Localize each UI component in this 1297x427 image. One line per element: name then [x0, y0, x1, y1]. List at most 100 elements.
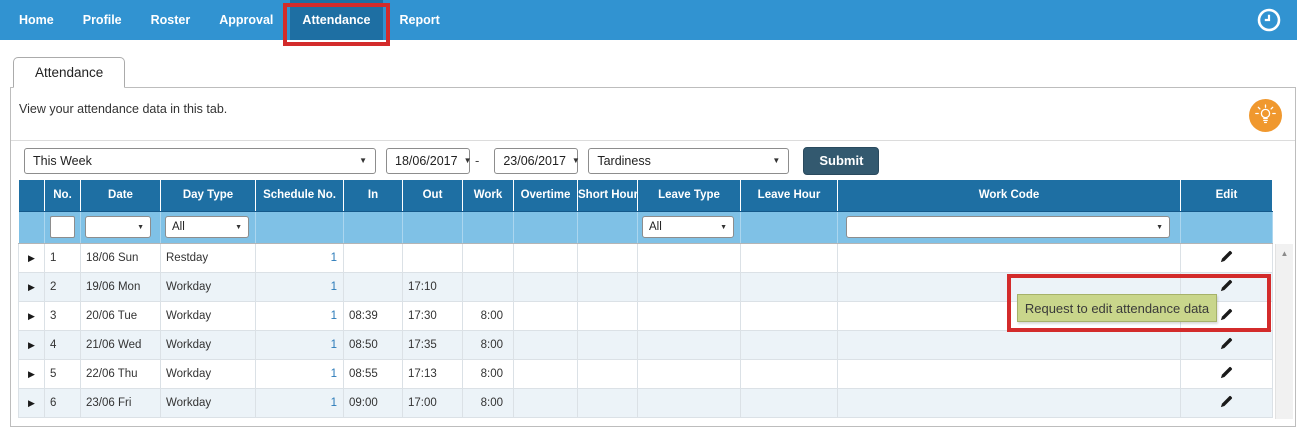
chevron-down-icon: ▼ — [720, 223, 727, 231]
cell-overtime — [513, 330, 578, 360]
cell-day-type: Workday — [160, 359, 256, 389]
tab-attendance[interactable]: Attendance — [13, 57, 126, 88]
work-code-filter-select[interactable]: ▼ — [846, 216, 1170, 238]
edit-pencil-icon[interactable] — [1219, 365, 1234, 380]
date-filter-select[interactable]: ▼ — [85, 216, 151, 238]
cell-day-type: Workday — [160, 272, 256, 302]
cell-date: 19/06 Mon — [80, 272, 161, 302]
cell-edit — [1180, 243, 1273, 273]
expand-arrow-icon[interactable]: ▶ — [28, 339, 35, 350]
cell-in: 08:39 — [343, 301, 403, 331]
cell-expand: ▶ — [18, 359, 45, 389]
clock-icon[interactable] — [1256, 7, 1282, 33]
vertical-scrollbar[interactable]: ▲ — [1275, 244, 1293, 419]
schedule-no-link[interactable]: 1 — [330, 280, 337, 293]
cell-leave-hour — [740, 301, 838, 331]
expand-arrow-icon[interactable]: ▶ — [28, 310, 35, 321]
attendance-table-wrap: No. Date Day Type Schedule No. In Out Wo… — [18, 180, 1273, 418]
col-header-leave-type: Leave Type — [637, 180, 741, 212]
schedule-no-link[interactable]: 1 — [330, 251, 337, 264]
chevron-down-icon: ▼ — [137, 223, 144, 231]
nav-item-profile[interactable]: Profile — [82, 13, 122, 27]
expand-arrow-icon[interactable]: ▶ — [28, 252, 35, 263]
cell-day-type: Restday — [160, 243, 256, 273]
category-select[interactable]: Tardiness ▼ — [588, 147, 790, 174]
schedule-no-link[interactable]: 1 — [330, 396, 337, 409]
chevron-down-icon: ▼ — [235, 223, 242, 231]
cell-leave-type — [637, 272, 741, 302]
date-to-select[interactable]: 23/06/2017 ▼ — [494, 147, 580, 174]
cell-schedule-no: 1 — [255, 359, 344, 389]
cell-no: 1 — [44, 243, 81, 273]
cell-work: 8:00 — [462, 388, 514, 418]
expand-arrow-icon[interactable]: ▶ — [28, 281, 35, 292]
no-filter-input[interactable] — [50, 216, 75, 238]
edit-tooltip: Request to edit attendance data — [1017, 294, 1217, 322]
lightbulb-icon[interactable] — [1249, 99, 1282, 132]
chevron-down-icon: ▼ — [359, 156, 367, 165]
date-from-select[interactable]: 18/06/2017 ▼ — [386, 147, 471, 174]
leave-type-filter-select[interactable]: All ▼ — [642, 216, 734, 238]
filter-cell-edit — [1180, 211, 1273, 244]
nav-item-attendance[interactable]: Attendance — [283, 0, 390, 46]
day-type-filter-select[interactable]: All ▼ — [165, 216, 249, 238]
scroll-up-icon[interactable]: ▲ — [1280, 249, 1289, 258]
nav-item-approval[interactable]: Approval — [219, 13, 274, 27]
schedule-no-link[interactable]: 1 — [330, 309, 337, 322]
edit-pencil-icon[interactable] — [1219, 307, 1234, 322]
filter-cell-no — [44, 211, 81, 244]
cell-overtime — [513, 388, 578, 418]
cell-date: 23/06 Fri — [80, 388, 161, 418]
cell-no: 6 — [44, 388, 81, 418]
edit-pencil-icon[interactable] — [1219, 249, 1234, 264]
cell-edit — [1180, 301, 1273, 331]
expand-arrow-icon[interactable]: ▶ — [28, 368, 35, 379]
cell-schedule-no: 1 — [255, 301, 344, 331]
intro-text: View your attendance data in this tab. — [19, 102, 228, 116]
cell-short-hour — [577, 301, 638, 331]
edit-pencil-icon[interactable] — [1219, 336, 1234, 351]
nav-item-attendance-label: Attendance — [302, 13, 371, 27]
cell-out: 17:00 — [402, 388, 463, 418]
nav-item-roster[interactable]: Roster — [150, 13, 191, 27]
period-select[interactable]: This Week ▼ — [24, 147, 376, 174]
cell-no: 3 — [44, 301, 81, 331]
schedule-no-link[interactable]: 1 — [330, 338, 337, 351]
expand-arrow-icon[interactable]: ▶ — [28, 397, 35, 408]
leave-type-filter-value: All — [649, 221, 662, 233]
edit-pencil-icon[interactable] — [1219, 394, 1234, 409]
col-header-work-code: Work Code — [837, 180, 1181, 212]
filter-cell-in — [343, 211, 403, 244]
cell-leave-hour — [740, 388, 838, 418]
date-from-value: 18/06/2017 — [395, 153, 458, 168]
cell-day-type: Workday — [160, 330, 256, 360]
submit-button[interactable]: Submit — [803, 146, 880, 175]
cell-day-type: Workday — [160, 388, 256, 418]
cell-work: 8:00 — [462, 330, 514, 360]
cell-short-hour — [577, 388, 638, 418]
cell-schedule-no: 1 — [255, 272, 344, 302]
cell-leave-hour — [740, 272, 838, 302]
nav-item-home[interactable]: Home — [19, 13, 54, 27]
cell-day-type: Workday — [160, 301, 256, 331]
edit-pencil-icon[interactable] — [1219, 278, 1234, 293]
column-filter-row: ▼ All ▼ — [18, 211, 1273, 244]
filter-cell-short-hour — [577, 211, 638, 244]
cell-leave-type — [637, 330, 741, 360]
col-header-no: No. — [44, 180, 81, 212]
col-header-edit: Edit — [1180, 180, 1273, 212]
filter-cell-work — [462, 211, 514, 244]
nav-item-report[interactable]: Report — [399, 13, 440, 27]
schedule-no-link[interactable]: 1 — [330, 367, 337, 380]
category-select-value: Tardiness — [597, 153, 651, 168]
edit-tooltip-text: Request to edit attendance data — [1024, 300, 1210, 316]
cell-schedule-no: 1 — [255, 330, 344, 360]
cell-overtime — [513, 301, 578, 331]
filter-cell-schedule — [255, 211, 344, 244]
day-type-filter-value: All — [172, 221, 185, 233]
col-header-overtime: Overtime — [513, 180, 578, 212]
cell-date: 18/06 Sun — [80, 243, 161, 273]
cell-work-code — [837, 330, 1181, 360]
cell-edit — [1180, 388, 1273, 418]
